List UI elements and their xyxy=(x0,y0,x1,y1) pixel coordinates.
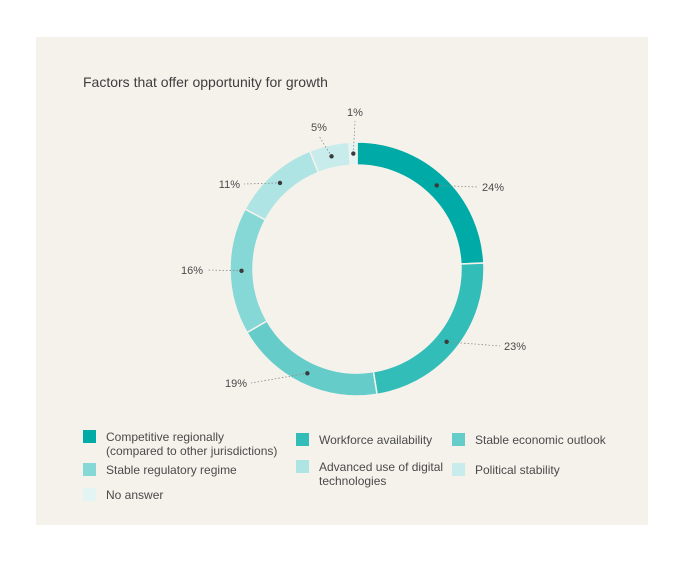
data-label: 23% xyxy=(504,341,526,353)
donut-slice xyxy=(356,141,485,265)
leader-dot xyxy=(277,180,283,186)
donut-slice xyxy=(372,262,485,396)
data-label: 24% xyxy=(482,182,504,194)
leader-dot xyxy=(444,339,449,345)
leader-dot xyxy=(434,183,439,188)
data-label: 5% xyxy=(311,122,327,134)
leader-dot xyxy=(305,371,310,376)
donut-slice xyxy=(244,150,320,221)
chart-title: Factors that offer opportunity for growt… xyxy=(83,74,328,90)
data-label: 11% xyxy=(219,179,240,191)
leader-dot xyxy=(329,154,334,159)
leader-line xyxy=(206,269,242,272)
chart-panel xyxy=(36,37,648,525)
donut-slice xyxy=(245,319,378,397)
data-label: 16% xyxy=(181,265,203,277)
data-label: 19% xyxy=(225,378,247,390)
leader-line xyxy=(318,135,332,157)
leader-line xyxy=(250,372,308,384)
leader-dot xyxy=(239,268,244,274)
donut-slice xyxy=(229,208,268,334)
leader-dot xyxy=(351,151,356,156)
data-label: 1% xyxy=(347,107,363,119)
leader-line xyxy=(243,182,281,185)
